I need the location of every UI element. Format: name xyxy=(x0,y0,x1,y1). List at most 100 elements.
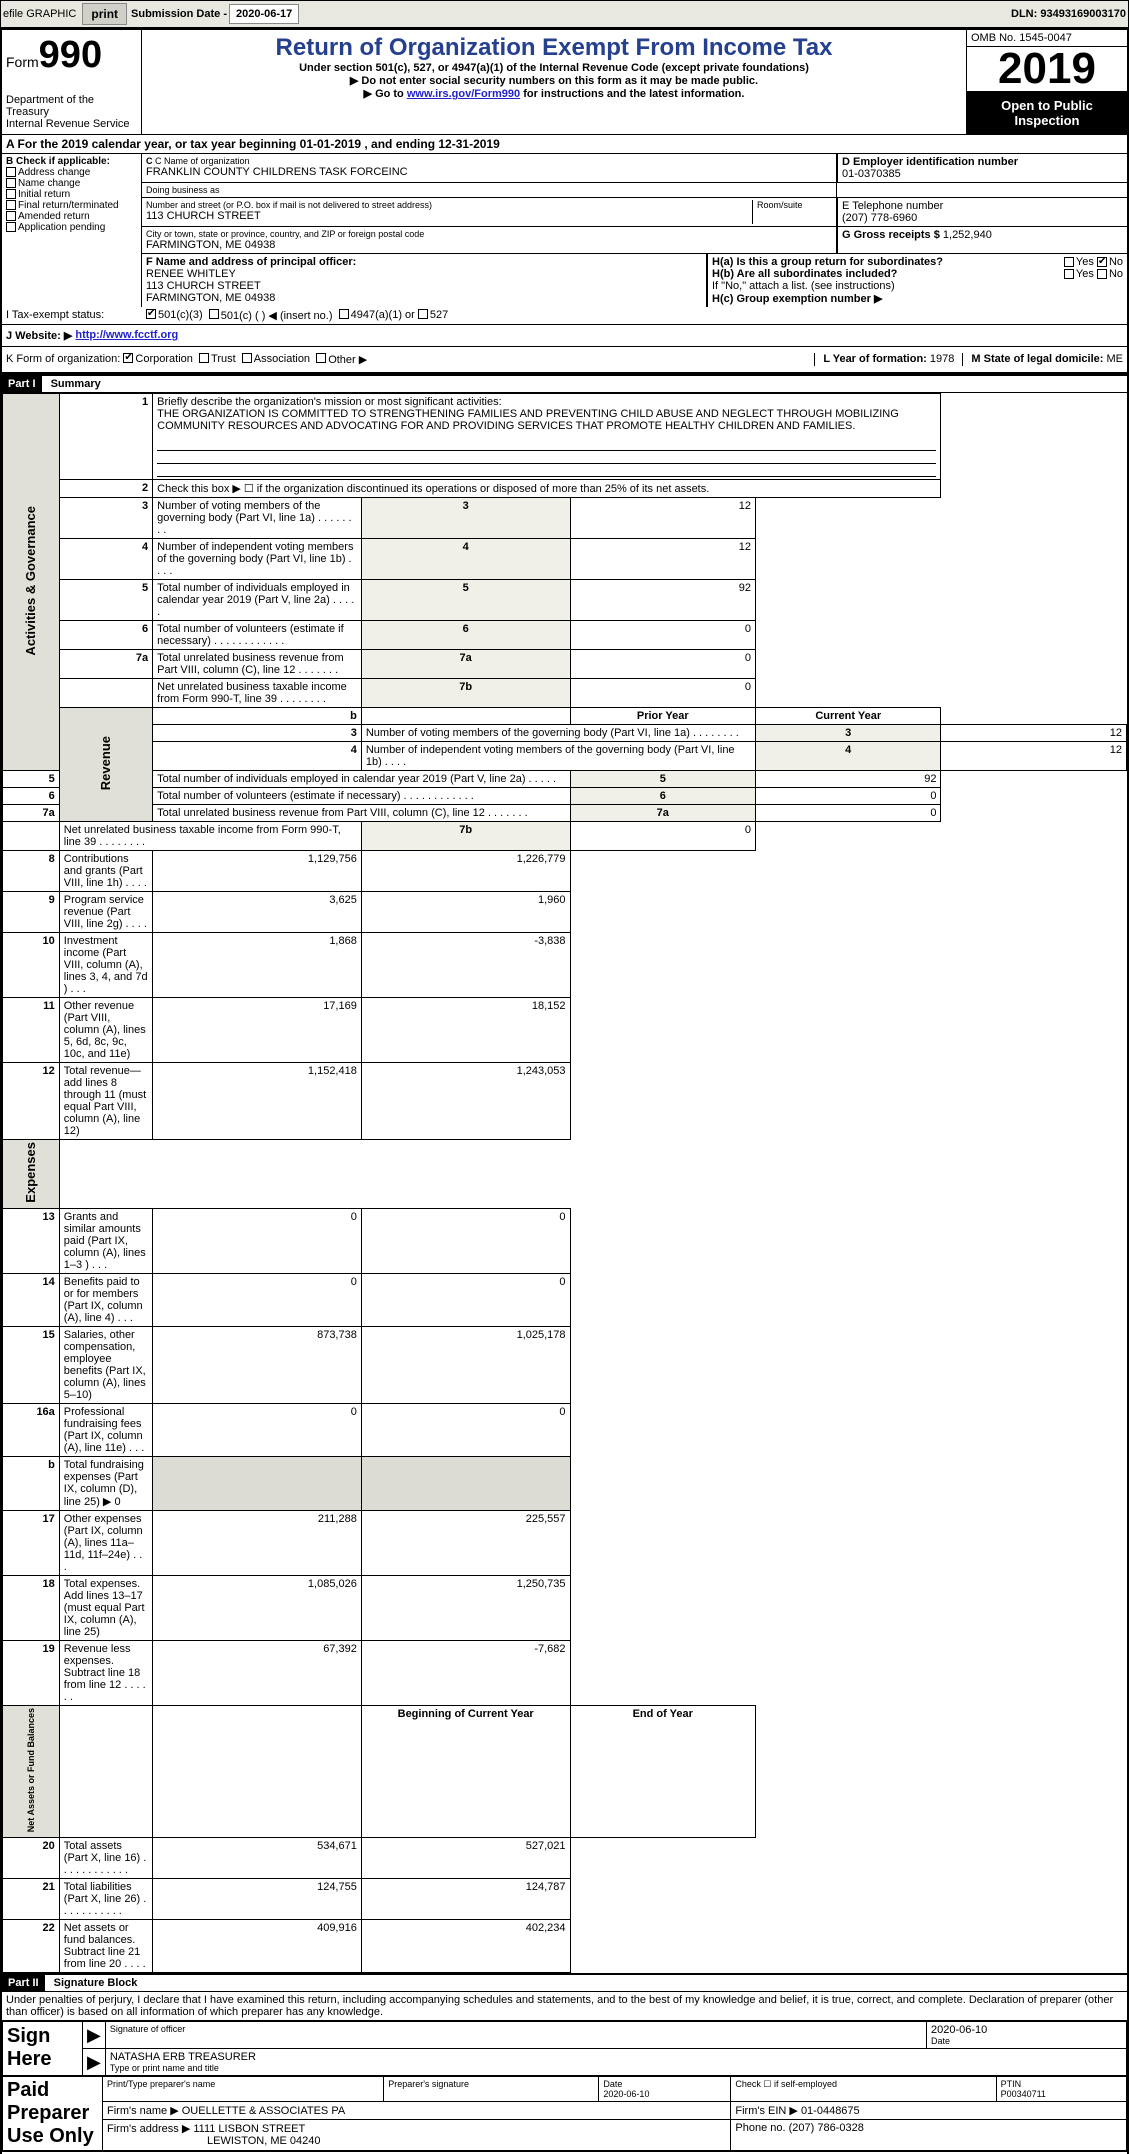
korg-label: K Form of organization: xyxy=(6,353,120,366)
part1-badge: Part I xyxy=(2,376,42,392)
table-row: 21Total liabilities (Part X, line 26) . … xyxy=(3,1878,1127,1919)
chk-association[interactable] xyxy=(242,353,252,363)
phone-label: E Telephone number xyxy=(842,200,1123,212)
sig-name-label: Type or print name and title xyxy=(110,2063,1122,2073)
irs-link[interactable]: www.irs.gov/Form990 xyxy=(407,88,520,100)
sig-officer-label: Signature of officer xyxy=(110,2024,922,2034)
table-row: 12Total revenue—add lines 8 through 11 (… xyxy=(3,1063,1127,1140)
q2: Check this box ▶ ☐ if the organization d… xyxy=(153,480,941,498)
table-row: 19Revenue less expenses. Subtract line 1… xyxy=(3,1640,1127,1705)
tab-expenses: Expenses xyxy=(23,1142,38,1203)
city-label: City or town, state or province, country… xyxy=(146,229,832,239)
ha-row: H(a) Is this a group return for subordin… xyxy=(712,256,1123,268)
chk-amended-return[interactable]: Amended return xyxy=(6,211,137,222)
room-label: Room/suite xyxy=(757,200,832,210)
chk-527[interactable] xyxy=(418,309,428,319)
gov-row: Net unrelated business taxable income fr… xyxy=(3,679,1127,708)
form-number: Form990 xyxy=(6,34,137,77)
table-row: 11Other revenue (Part VIII, column (A), … xyxy=(3,998,1127,1063)
chk-address-change[interactable]: Address change xyxy=(6,167,137,178)
summary-row: Net unrelated business taxable income fr… xyxy=(3,822,1127,851)
chk-trust[interactable] xyxy=(199,353,209,363)
box-b: B Check if applicable: Address change Na… xyxy=(2,154,142,307)
table-row: 16aProfessional fundraising fees (Part I… xyxy=(3,1403,1127,1456)
prep-date: 2020-06-10 xyxy=(603,2089,649,2099)
summary-row: 7aTotal unrelated business revenue from … xyxy=(3,805,1127,822)
tab-revenue: Revenue xyxy=(98,736,113,790)
table-row: 22Net assets or fund balances. Subtract … xyxy=(3,1919,1127,1972)
ein-label: D Employer identification number xyxy=(842,156,1123,168)
gov-row: 7aTotal unrelated business revenue from … xyxy=(3,650,1127,679)
gov-row: 3Number of voting members of the governi… xyxy=(3,498,1127,539)
prep-self-emp: Check ☐ if self-employed xyxy=(731,2076,996,2101)
gov-row: 4Number of independent voting members of… xyxy=(3,539,1127,580)
sign-here: Sign Here xyxy=(7,2025,51,2070)
tab-activities: Activities & Governance xyxy=(23,506,38,656)
table-row: 15Salaries, other compensation, employee… xyxy=(3,1326,1127,1403)
officer-name: RENEE WHITLEY xyxy=(146,268,702,280)
q1: Briefly describe the organization's miss… xyxy=(157,396,501,408)
begin-year-hdr: Beginning of Current Year xyxy=(361,1705,570,1837)
firm-ein: 01-0448675 xyxy=(801,2105,860,2117)
hc-row: H(c) Group exemption number ▶ xyxy=(712,292,1123,305)
dept-treasury: Department of the Treasury Internal Reve… xyxy=(6,94,137,130)
ein-value: 01-0370385 xyxy=(842,168,1123,180)
summary-table: Activities & Governance 1 Briefly descri… xyxy=(2,393,1127,1973)
summary-row: 5Total number of individuals employed in… xyxy=(3,771,1127,788)
officer-label: F Name and address of principal officer: xyxy=(146,256,702,268)
firm-addr2: LEWISTON, ME 04240 xyxy=(207,2135,321,2147)
paid-hdr: Paid Preparer Use Only xyxy=(7,2079,94,2147)
part1-title: Summary xyxy=(51,378,101,390)
print-button[interactable]: print xyxy=(82,3,127,25)
part2-badge: Part II xyxy=(2,1975,45,1991)
part2-title: Signature Block xyxy=(54,1977,138,1989)
table-row: 8Contributions and grants (Part VIII, li… xyxy=(3,851,1127,892)
discuss-row: May the IRS discuss this return with the… xyxy=(2,2151,1127,2154)
officer-addr2: FARMINGTON, ME 04938 xyxy=(146,292,702,304)
table-row: 9Program service revenue (Part VIII, lin… xyxy=(3,892,1127,933)
chk-final-return[interactable]: Final return/terminated xyxy=(6,200,137,211)
phone-value: (207) 778-6960 xyxy=(842,212,1123,224)
sig-date-label: Date xyxy=(931,2036,1122,2046)
summary-row: 6Total number of volunteers (estimate if… xyxy=(3,788,1127,805)
chk-corporation[interactable] xyxy=(123,353,133,363)
officer-addr1: 113 CHURCH STREET xyxy=(146,280,702,292)
submission-date-label: Submission Date - xyxy=(131,8,227,20)
subtitle-1: Under section 501(c), 527, or 4947(a)(1)… xyxy=(146,62,962,74)
chk-4947[interactable] xyxy=(339,309,349,319)
chk-initial-return[interactable]: Initial return xyxy=(6,189,137,200)
website-link[interactable]: http://www.fcctf.org xyxy=(75,329,178,342)
firm-addr1: 1111 LISBON STREET xyxy=(193,2123,305,2135)
tab-net: Net Assets or Fund Balances xyxy=(26,1708,36,1832)
chk-application-pending[interactable]: Application pending xyxy=(6,222,137,233)
ptin: P00340711 xyxy=(1001,2089,1046,2099)
submission-date: 2020-06-17 xyxy=(229,4,299,24)
tax-year: 2019 xyxy=(967,47,1127,92)
chk-501c[interactable] xyxy=(209,309,219,319)
table-row: 20Total assets (Part X, line 16) . . . .… xyxy=(3,1837,1127,1878)
city-value: FARMINGTON, ME 04938 xyxy=(146,239,832,251)
table-row: 13Grants and similar amounts paid (Part … xyxy=(3,1208,1127,1273)
mission: THE ORGANIZATION IS COMMITTED TO STRENGT… xyxy=(157,408,899,432)
org-name: FRANKLIN COUNTY CHILDRENS TASK FORCEINC xyxy=(146,166,832,178)
table-row: 18Total expenses. Add lines 13–17 (must … xyxy=(3,1575,1127,1640)
gov-row: 6Total number of volunteers (estimate if… xyxy=(3,621,1127,650)
hb-row: H(b) Are all subordinates included? Yes … xyxy=(712,268,1123,280)
dln: DLN: 93493169003170 xyxy=(1011,8,1126,20)
summary-row: 3Number of voting members of the governi… xyxy=(3,725,1127,742)
subtitle-2: Do not enter social security numbers on … xyxy=(146,74,962,87)
chk-other[interactable] xyxy=(316,353,326,363)
prior-year-hdr: Prior Year xyxy=(570,708,755,725)
chk-501c3[interactable] xyxy=(146,309,156,319)
addr-label: Number and street (or P.O. box if mail i… xyxy=(146,200,752,210)
addr-value: 113 CHURCH STREET xyxy=(146,210,752,222)
firm-phone: (207) 786-0328 xyxy=(789,2122,864,2134)
dba-label: Doing business as xyxy=(146,185,832,195)
year-formation: L Year of formation: 1978 xyxy=(814,353,954,366)
top-bar: efile GRAPHIC print Submission Date - 20… xyxy=(0,0,1129,28)
chk-name-change[interactable]: Name change xyxy=(6,178,137,189)
prep-name-lbl: Print/Type preparer's name xyxy=(103,2076,384,2101)
prep-sig-lbl: Preparer's signature xyxy=(384,2076,599,2101)
subtitle-3: Go to www.irs.gov/Form990 for instructio… xyxy=(146,87,962,100)
page-title: Return of Organization Exempt From Incom… xyxy=(146,34,962,62)
